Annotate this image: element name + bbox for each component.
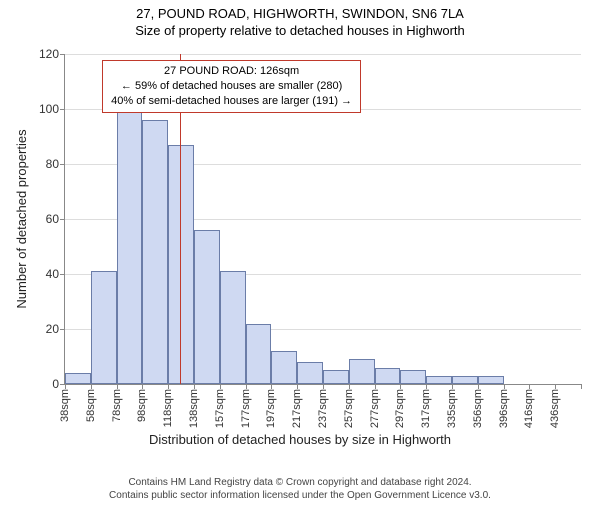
y-tick-mark bbox=[60, 164, 65, 165]
histogram-bar bbox=[220, 271, 246, 384]
footer-line-1: Contains HM Land Registry data © Crown c… bbox=[0, 476, 600, 489]
histogram-bar bbox=[400, 370, 426, 384]
x-tick-label: 138sqm bbox=[188, 389, 200, 428]
histogram-bar bbox=[91, 271, 117, 384]
y-tick-mark bbox=[60, 274, 65, 275]
annotation-line: 27 POUND ROAD: 126sqm bbox=[111, 64, 352, 79]
x-tick-label: 157sqm bbox=[214, 389, 226, 428]
x-tick-label: 335sqm bbox=[446, 389, 458, 428]
annotation-line: ← 59% of detached houses are smaller (28… bbox=[111, 79, 352, 94]
x-tick-label: 177sqm bbox=[240, 389, 252, 428]
histogram-bar bbox=[117, 112, 143, 384]
histogram-bar bbox=[168, 145, 194, 384]
x-tick-label: 237sqm bbox=[317, 389, 329, 428]
x-tick-mark bbox=[581, 384, 582, 389]
x-tick-label: 98sqm bbox=[136, 389, 148, 422]
y-tick-mark bbox=[60, 109, 65, 110]
x-tick-label: 197sqm bbox=[265, 389, 277, 428]
histogram-bar bbox=[426, 376, 452, 384]
x-tick-label: 317sqm bbox=[420, 389, 432, 428]
x-tick-label: 257sqm bbox=[343, 389, 355, 428]
y-tick-label: 20 bbox=[46, 322, 59, 336]
histogram-bar bbox=[271, 351, 297, 384]
chart-title-address: 27, POUND ROAD, HIGHWORTH, SWINDON, SN6 … bbox=[0, 6, 600, 21]
x-tick-label: 217sqm bbox=[291, 389, 303, 428]
chart-subtitle: Size of property relative to detached ho… bbox=[0, 23, 600, 38]
annotation-line: 40% of semi-detached houses are larger (… bbox=[111, 94, 352, 109]
histogram-bar bbox=[65, 373, 91, 384]
histogram-bar bbox=[142, 120, 168, 384]
histogram-bar bbox=[478, 376, 504, 384]
chart-titles: 27, POUND ROAD, HIGHWORTH, SWINDON, SN6 … bbox=[0, 6, 600, 38]
histogram-bar bbox=[297, 362, 323, 384]
chart-footer: Contains HM Land Registry data © Crown c… bbox=[0, 476, 600, 502]
annotation-box: 27 POUND ROAD: 126sqm← 59% of detached h… bbox=[102, 60, 361, 113]
x-tick-label: 396sqm bbox=[498, 389, 510, 428]
y-tick-mark bbox=[60, 329, 65, 330]
x-axis-label: Distribution of detached houses by size … bbox=[0, 432, 600, 447]
footer-line-2: Contains public sector information licen… bbox=[0, 489, 600, 502]
x-tick-label: 297sqm bbox=[394, 389, 406, 428]
x-tick-label: 436sqm bbox=[549, 389, 561, 428]
histogram-bar bbox=[194, 230, 220, 384]
histogram-bar bbox=[349, 359, 375, 384]
y-tick-label: 80 bbox=[46, 157, 59, 171]
y-tick-label: 120 bbox=[39, 47, 59, 61]
y-tick-mark bbox=[60, 219, 65, 220]
x-tick-label: 277sqm bbox=[369, 389, 381, 428]
histogram-bar bbox=[452, 376, 478, 384]
x-tick-label: 118sqm bbox=[162, 389, 174, 427]
plot-area: 27 POUND ROAD: 126sqm← 59% of detached h… bbox=[64, 54, 581, 385]
y-axis-label: Number of detached properties bbox=[14, 129, 29, 308]
x-tick-label: 416sqm bbox=[523, 389, 535, 428]
y-tick-mark bbox=[60, 54, 65, 55]
histogram-bar bbox=[323, 370, 349, 384]
chart-container: 27, POUND ROAD, HIGHWORTH, SWINDON, SN6 … bbox=[0, 6, 600, 506]
y-tick-label: 40 bbox=[46, 267, 59, 281]
y-tick-label: 60 bbox=[46, 212, 59, 226]
histogram-bar bbox=[375, 368, 401, 385]
x-tick-label: 38sqm bbox=[59, 389, 71, 422]
histogram-bar bbox=[246, 324, 272, 385]
x-tick-label: 356sqm bbox=[472, 389, 484, 428]
x-tick-label: 58sqm bbox=[85, 389, 97, 422]
y-tick-label: 100 bbox=[39, 102, 59, 116]
x-tick-label: 78sqm bbox=[111, 389, 123, 422]
y-tick-label: 0 bbox=[52, 377, 59, 391]
